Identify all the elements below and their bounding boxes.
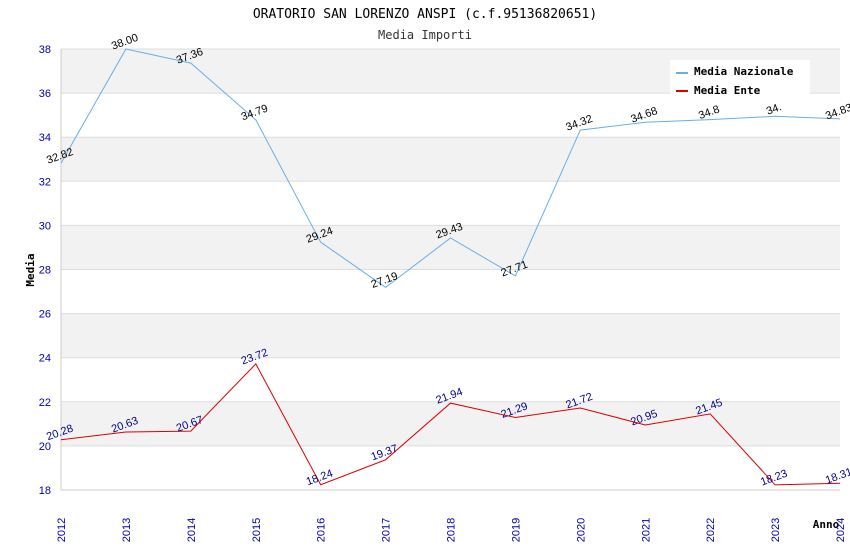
legend-box <box>670 60 810 96</box>
series-line <box>60 48 841 289</box>
background-band <box>61 137 840 182</box>
x-tick-label: 2012 <box>56 518 68 542</box>
y-tick-labels: 18 20 22 24 26 28 30 32 34 36 38 <box>39 44 51 497</box>
y-tick-label: 36 <box>39 88 51 100</box>
y-tick-label: 18 <box>39 485 51 497</box>
x-tick-label: 2014 <box>186 518 198 542</box>
background-band <box>61 313 840 358</box>
y-tick-label: 32 <box>39 176 51 188</box>
x-tick-labels: 2012 2013 2014 2015 2016 2017 2018 2019 2020 2021… <box>56 518 847 542</box>
series-line <box>60 363 841 486</box>
x-tick-label: 2017 <box>381 518 393 542</box>
background-band <box>61 401 840 446</box>
y-tick-label: 34 <box>39 132 51 144</box>
x-tick-label: 2018 <box>446 518 458 542</box>
x-tick-label: 2023 <box>770 518 782 542</box>
data-label: 34. <box>765 101 783 118</box>
y-tick-label: 22 <box>39 397 51 409</box>
y-tick-label: 20 <box>39 441 51 453</box>
y-axis-label: Media <box>24 253 37 286</box>
background-band <box>61 93 840 138</box>
x-tick-label: 2019 <box>510 518 522 542</box>
background-band <box>61 357 840 402</box>
y-tick-label: 38 <box>39 44 51 56</box>
background-band <box>61 225 840 270</box>
background-band <box>61 445 840 490</box>
legend-label-ente: Media Ente <box>694 84 761 97</box>
x-tick-label: 2015 <box>251 518 263 542</box>
background-band <box>61 181 840 226</box>
y-tick-label: 24 <box>39 353 51 365</box>
background-band <box>61 269 840 314</box>
grid-lines <box>60 48 840 491</box>
y-tick-label: 28 <box>39 265 51 277</box>
chart-title: ORATORIO SAN LORENZO ANSPI (c.f.95136820… <box>253 7 597 22</box>
x-tick-label: 2021 <box>640 518 652 542</box>
x-tick-label: 2024 <box>835 518 847 542</box>
x-tick-label: 2020 <box>575 518 587 542</box>
x-tick-label: 2022 <box>705 518 717 542</box>
chart-subtitle: Media Importi <box>378 28 472 42</box>
series-lines <box>60 48 841 486</box>
background-bands <box>61 49 840 490</box>
x-axis-label: Anno <box>813 518 840 531</box>
x-tick-label: 2013 <box>121 518 133 542</box>
y-tick-label: 30 <box>39 220 51 232</box>
legend-label-nazionale: Media Nazionale <box>694 65 794 78</box>
legend: Media Nazionale Media Ente <box>670 60 810 97</box>
x-tick-label: 2016 <box>316 518 328 542</box>
y-tick-label: 26 <box>39 309 51 321</box>
